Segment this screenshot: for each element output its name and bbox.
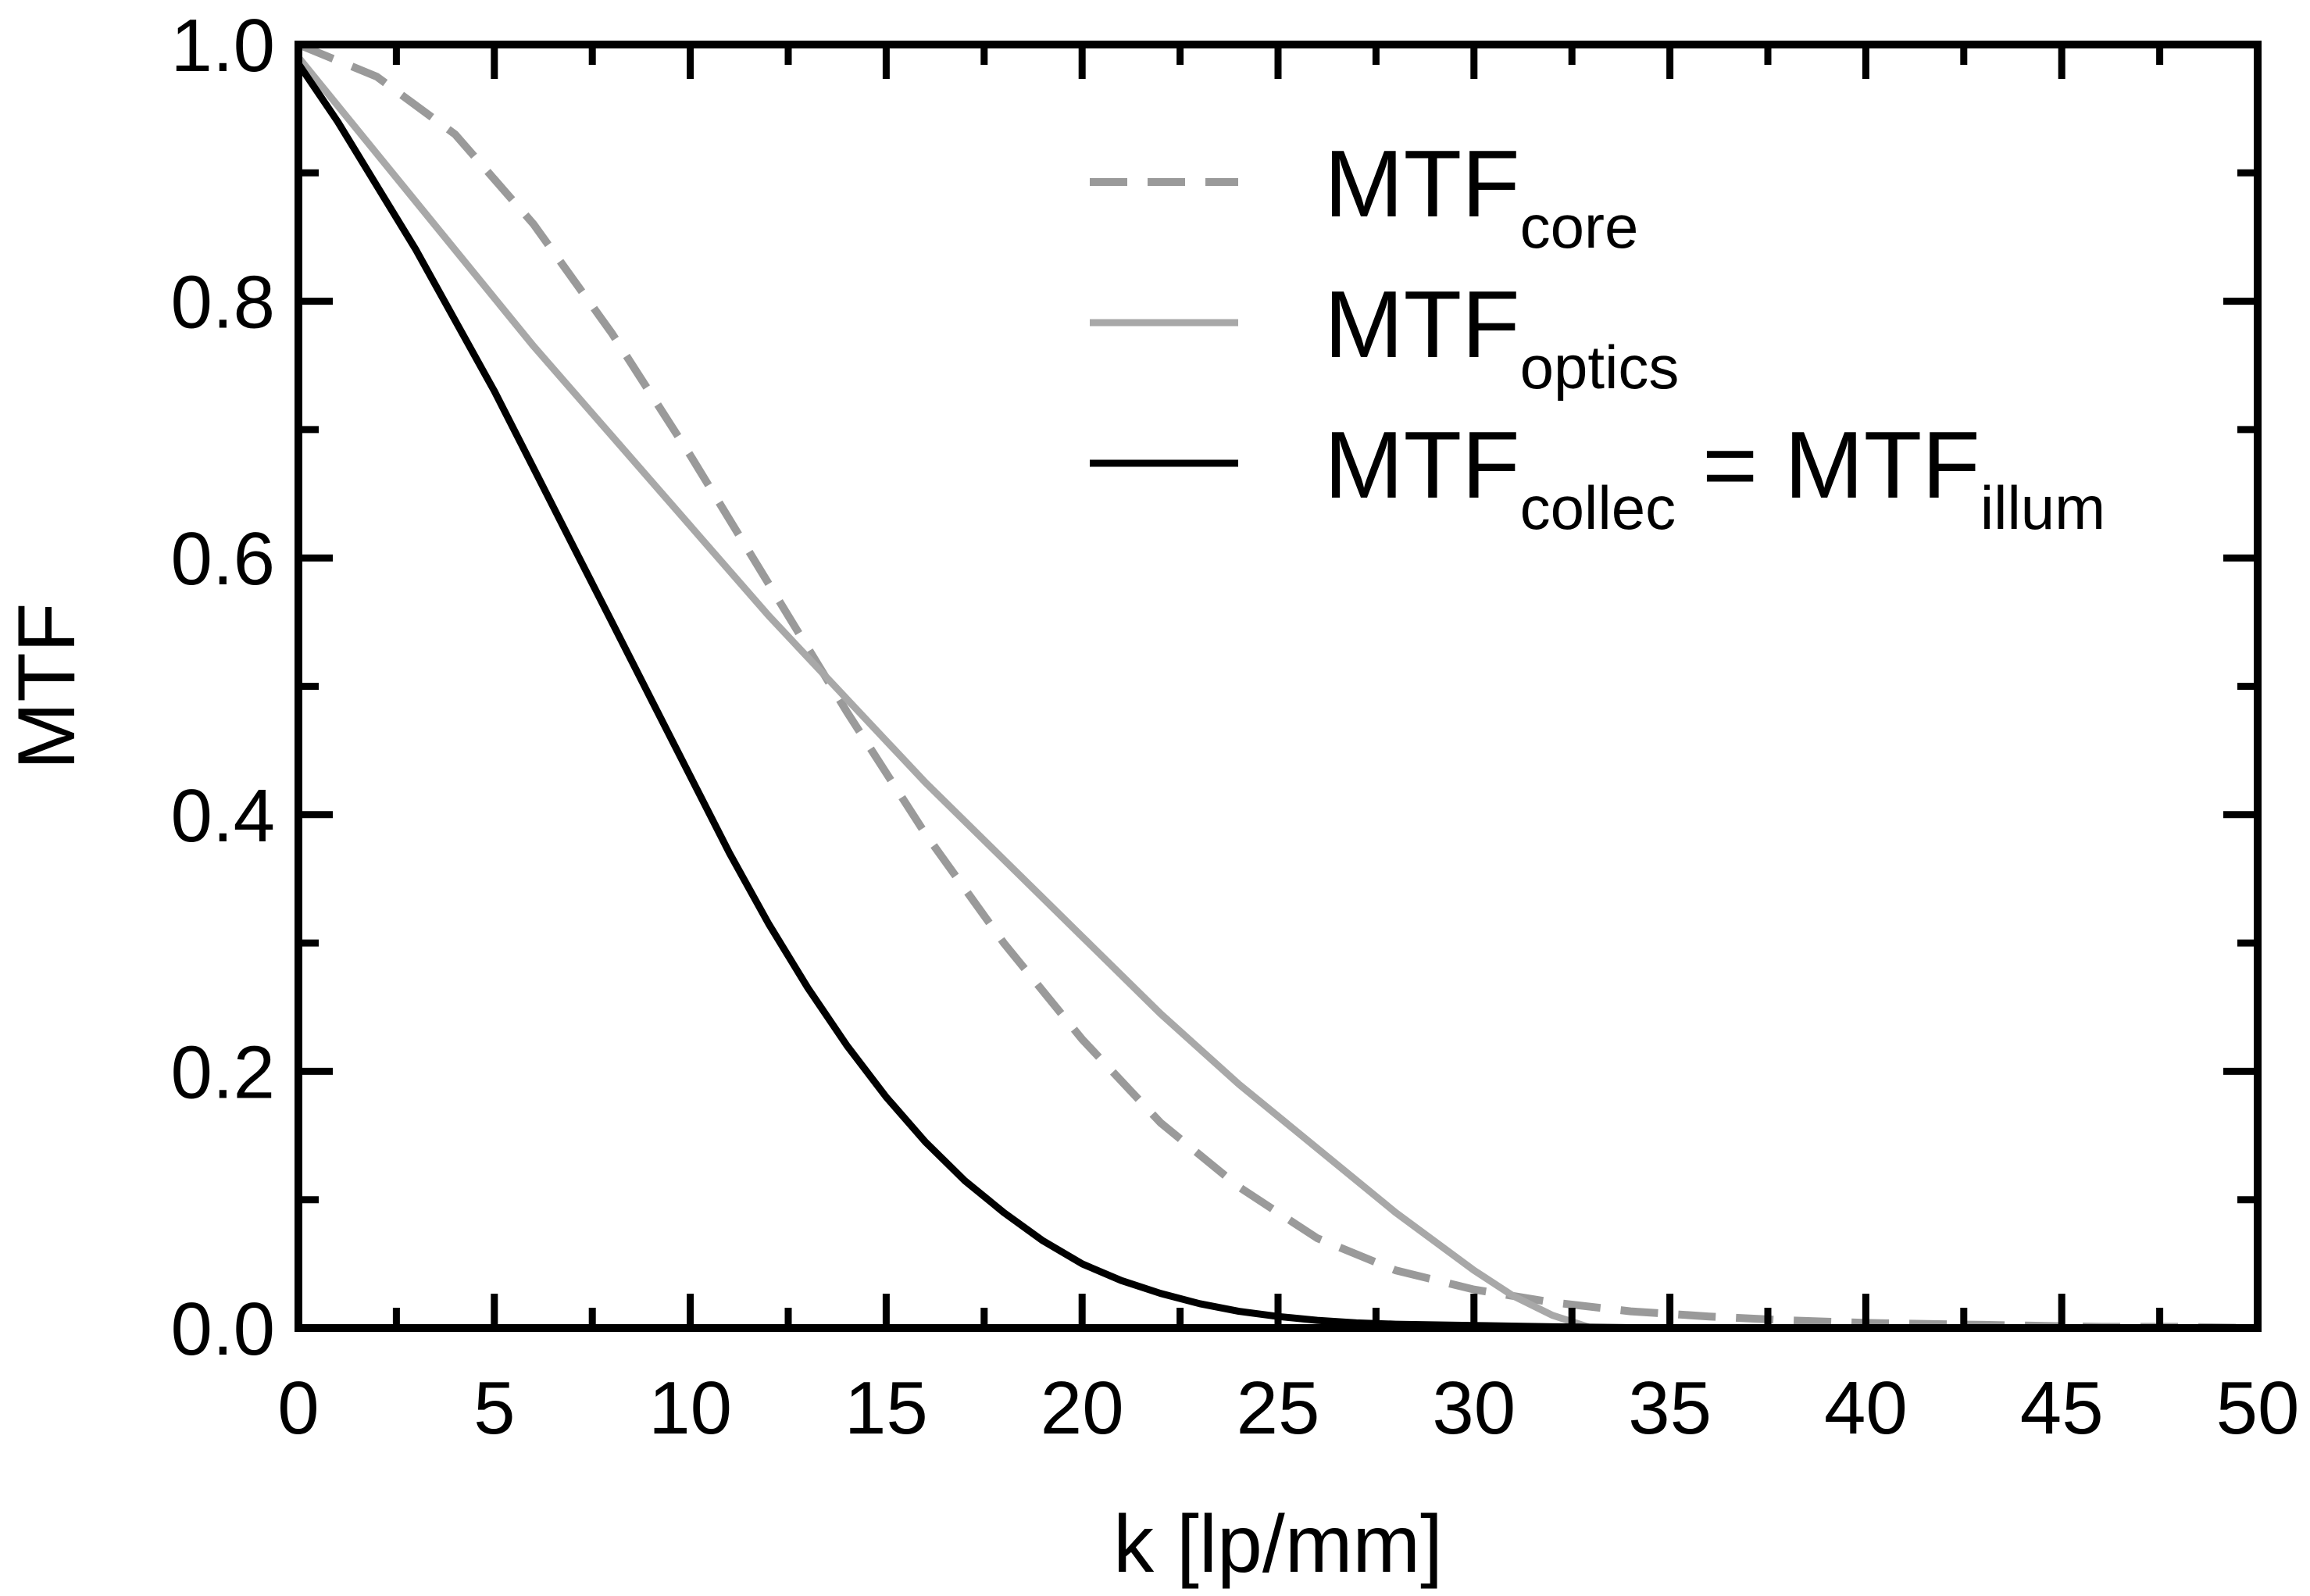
legend-collec-label: MTFcollec = MTFillum [1324, 412, 2105, 542]
x-tick-label: 45 [2020, 1366, 2104, 1450]
series-collec-line [295, 62, 2258, 1332]
y-tick-label: 0.8 [171, 261, 275, 345]
legend-optics-label: MTFoptics [1324, 271, 1679, 402]
series-core-line [297, 41, 2258, 1332]
ticks-layer [295, 41, 2262, 1332]
plot-frame [295, 41, 2262, 1332]
x-tick-label: 10 [648, 1366, 732, 1450]
x-tick-label: 5 [473, 1366, 515, 1450]
y-tick-label: 1.0 [171, 4, 275, 87]
x-tick-label: 35 [1628, 1366, 1712, 1450]
y-tick-label: 0.2 [171, 1030, 275, 1114]
y-tick-label: 0.0 [171, 1287, 275, 1371]
y-axis-label: MTF [2, 603, 92, 770]
x-tick-label: 50 [2216, 1366, 2300, 1450]
y-tick-label: 0.4 [171, 774, 275, 858]
x-tick-label: 30 [1432, 1366, 1516, 1450]
series-layer [295, 41, 2258, 1332]
x-axis-label: k [lp/mm] [1113, 1499, 1443, 1590]
series-optics-line [295, 55, 2258, 1332]
y-tick-label: 0.6 [171, 517, 275, 601]
tick-labels-layer: 0 5 10 15 20 25 30 35 40 45 50 0.0 0.2 0.4 0.6 0.8 1.0 [171, 4, 2300, 1450]
x-tick-label: 0 [277, 1366, 319, 1450]
legend-core-label: MTFcore [1324, 130, 1638, 261]
x-tick-label: 40 [1824, 1366, 1908, 1450]
x-tick-label: 20 [1041, 1366, 1124, 1450]
x-tick-label: 15 [844, 1366, 928, 1450]
x-tick-label: 25 [1237, 1366, 1320, 1450]
